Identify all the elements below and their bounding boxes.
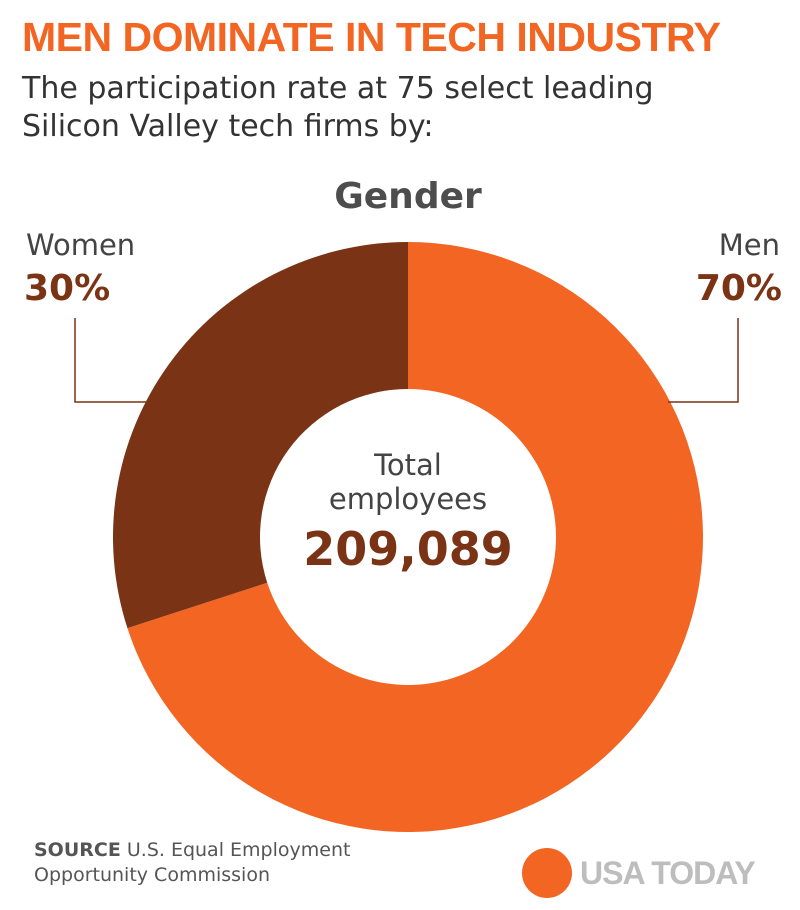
- slice-women: [112, 242, 409, 629]
- logo-dot-icon: [522, 848, 572, 898]
- men-label: Men: [718, 228, 780, 262]
- center-summary: Total employees 209,089: [258, 448, 558, 576]
- source-line-2: Opportunity Commission: [34, 864, 270, 886]
- slice-men: [127, 242, 703, 832]
- subhead: The participation rate at 75 select lead…: [22, 70, 782, 146]
- women-value: 30%: [24, 268, 111, 309]
- subhead-line-1: The participation rate at 75 select lead…: [22, 71, 654, 106]
- usa-today-logo: USA TODAY: [522, 848, 756, 898]
- men-leader-line: [668, 318, 739, 403]
- source-key: SOURCE: [34, 839, 121, 861]
- total-employees-value: 209,089: [303, 522, 513, 576]
- women-leader-line: [74, 318, 150, 403]
- logo-text: USA TODAY: [580, 854, 756, 891]
- source-note: SOURCE U.S. Equal Employment Opportunity…: [34, 838, 350, 888]
- chart-title: Gender: [334, 176, 482, 217]
- headline: MEN DOMINATE IN TECH INDUSTRY: [22, 14, 721, 60]
- men-value: 70%: [695, 268, 782, 309]
- center-label-line-1: Total: [374, 448, 442, 482]
- center-label-line-2: employees: [328, 482, 488, 516]
- source-line-1: U.S. Equal Employment: [120, 839, 351, 861]
- subhead-line-2: Silicon Valley tech firms by:: [22, 109, 434, 144]
- women-label: Women: [26, 228, 136, 262]
